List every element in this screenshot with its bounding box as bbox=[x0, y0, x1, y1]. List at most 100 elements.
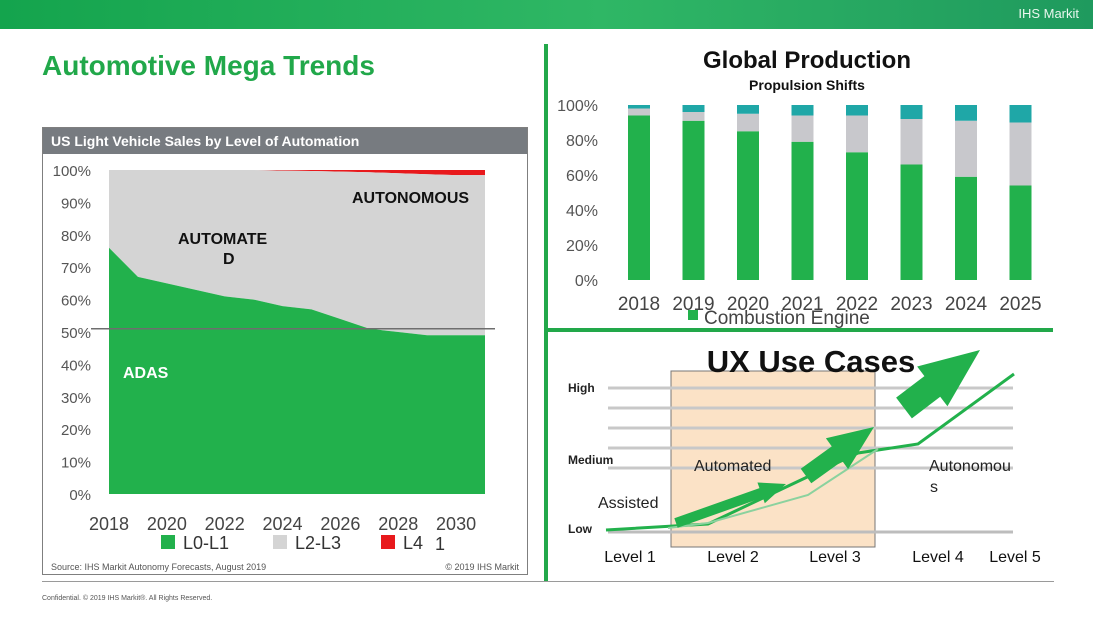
y-tick-label: 100% bbox=[53, 163, 91, 180]
legend-swatch bbox=[161, 535, 175, 549]
zone-label-autonomous: Autonomou bbox=[929, 458, 1011, 475]
x-tick-label: 2022 bbox=[836, 294, 878, 315]
bar-segment bbox=[900, 164, 923, 280]
bar-segment bbox=[1009, 122, 1032, 186]
y-tick-label: 30% bbox=[61, 390, 91, 407]
bar-segment bbox=[737, 131, 759, 280]
y-label: Low bbox=[568, 522, 593, 536]
x-tick-label: Level 3 bbox=[809, 549, 861, 566]
zone-label-assisted: Assisted bbox=[598, 495, 658, 512]
y-tick-label: 100% bbox=[557, 98, 598, 115]
x-tick-label: 2028 bbox=[378, 514, 418, 534]
bar-segment bbox=[1009, 185, 1032, 280]
area-l2-l3 bbox=[109, 170, 485, 336]
y-tick-label: 40% bbox=[566, 203, 598, 220]
brand-logo: IHS Markit bbox=[1018, 6, 1079, 21]
global-production-title: Global Production bbox=[703, 47, 911, 74]
bar-segment bbox=[682, 105, 705, 112]
legend-swatch bbox=[273, 535, 287, 549]
legend-label: L0-L1 bbox=[183, 533, 229, 553]
x-tick-label: 2024 bbox=[945, 294, 988, 315]
vertical-divider bbox=[544, 44, 548, 582]
x-tick-label: 2024 bbox=[263, 514, 303, 534]
x-tick-label: 2020 bbox=[727, 294, 769, 315]
bar-segment bbox=[1009, 105, 1032, 123]
bar-segment bbox=[791, 141, 814, 280]
annotation-automated: AUTOMATE bbox=[178, 231, 268, 248]
footer-text: Confidential. © 2019 IHS Markit®. All Ri… bbox=[42, 595, 213, 602]
bar-segment bbox=[846, 115, 868, 153]
y-tick-label: 60% bbox=[566, 168, 598, 185]
y-tick-label: 40% bbox=[61, 357, 91, 374]
legend-swatch bbox=[688, 310, 698, 320]
x-tick-label: 2018 bbox=[89, 514, 129, 534]
page-title: Automotive Mega Trends bbox=[42, 50, 375, 81]
global-production-subtitle: Propulsion Shifts bbox=[749, 77, 865, 93]
y-tick-label: 0% bbox=[575, 273, 598, 290]
x-tick-label: 2022 bbox=[205, 514, 245, 534]
x-tick-label: Level 2 bbox=[707, 549, 759, 566]
y-label: Medium bbox=[568, 453, 613, 467]
y-tick-label: 60% bbox=[61, 293, 91, 310]
legend-label: Combustion Engine bbox=[704, 308, 870, 328]
bar-segment bbox=[628, 105, 650, 109]
bar-segment bbox=[955, 120, 977, 177]
ux-use-cases-chart: UX Use Cases Low Medium High Level 1 Level 2 L… bbox=[568, 344, 1041, 566]
y-tick-label: 20% bbox=[566, 238, 598, 255]
legend-label: L2-L3 bbox=[295, 533, 341, 553]
y-label: High bbox=[568, 381, 595, 395]
x-tick-label: 2019 bbox=[672, 294, 714, 315]
y-tick-label: 20% bbox=[61, 422, 91, 439]
y-tick-label: 80% bbox=[566, 133, 598, 150]
legend-label: L4 bbox=[403, 533, 423, 553]
automation-chart-panel: US Light Vehicle Sales by Level of Autom… bbox=[42, 127, 528, 575]
automation-area-chart: 0% 10% 20% 30% 40% 50% 60% 70% 80% 90% 100% 2018 202… bbox=[51, 163, 519, 572]
ux-title: UX Use Cases bbox=[707, 344, 916, 379]
legend-extra: 1 bbox=[435, 534, 445, 554]
zone-label-automated: Automated bbox=[694, 458, 771, 475]
bar-segment bbox=[682, 112, 705, 121]
bar-segment bbox=[791, 105, 814, 116]
horizontal-divider bbox=[548, 328, 1053, 332]
y-tick-label: 80% bbox=[61, 228, 91, 245]
annotation-adas: ADAS bbox=[123, 365, 169, 382]
y-tick-label: 10% bbox=[61, 455, 91, 472]
area-l0-l1 bbox=[109, 247, 485, 494]
bar-segment bbox=[900, 119, 923, 165]
global-production-chart: Global Production Propulsion Shifts 0% 20% 4… bbox=[557, 47, 1042, 328]
x-tick-label: 2026 bbox=[320, 514, 360, 534]
x-tick-label: 2023 bbox=[890, 294, 932, 315]
x-tick-label: 2025 bbox=[999, 294, 1041, 315]
bar-segment bbox=[628, 115, 650, 280]
legend-swatch bbox=[381, 535, 395, 549]
x-tick-label: 2030 bbox=[436, 514, 476, 534]
copyright-note: © 2019 IHS Markit bbox=[445, 562, 519, 572]
bar-segment bbox=[846, 152, 868, 280]
bar-segment bbox=[846, 105, 868, 116]
bar-segment bbox=[955, 105, 977, 121]
bar-segment bbox=[628, 108, 650, 116]
y-tick-label: 90% bbox=[61, 195, 91, 212]
y-tick-label: 70% bbox=[61, 260, 91, 277]
zone-label-autonomous-2: s bbox=[930, 479, 938, 496]
annotation-automated-2: D bbox=[223, 251, 235, 268]
area-l4 bbox=[109, 170, 485, 176]
bar-segment bbox=[955, 176, 977, 280]
automation-chart-title: US Light Vehicle Sales by Level of Autom… bbox=[43, 128, 527, 154]
bar-segment bbox=[900, 105, 923, 119]
bar-segment bbox=[737, 105, 759, 114]
x-tick-label: Level 5 bbox=[989, 549, 1041, 566]
x-tick-label: 2018 bbox=[618, 294, 660, 315]
bar-segment bbox=[737, 113, 759, 132]
annotation-autonomous: AUTONOMOUS bbox=[352, 190, 469, 207]
arrow-small bbox=[674, 482, 786, 528]
source-note: Source: IHS Markit Autonomy Forecasts, A… bbox=[51, 562, 266, 572]
y-tick-label: 50% bbox=[61, 325, 91, 342]
bottom-rule bbox=[42, 581, 1054, 582]
x-tick-label: Level 1 bbox=[604, 549, 656, 566]
arrow-medium bbox=[800, 427, 874, 484]
x-tick-label: 2020 bbox=[147, 514, 187, 534]
bar-segment bbox=[791, 115, 814, 142]
top-banner: IHS Markit bbox=[0, 0, 1093, 29]
x-tick-label: Level 4 bbox=[912, 549, 964, 566]
